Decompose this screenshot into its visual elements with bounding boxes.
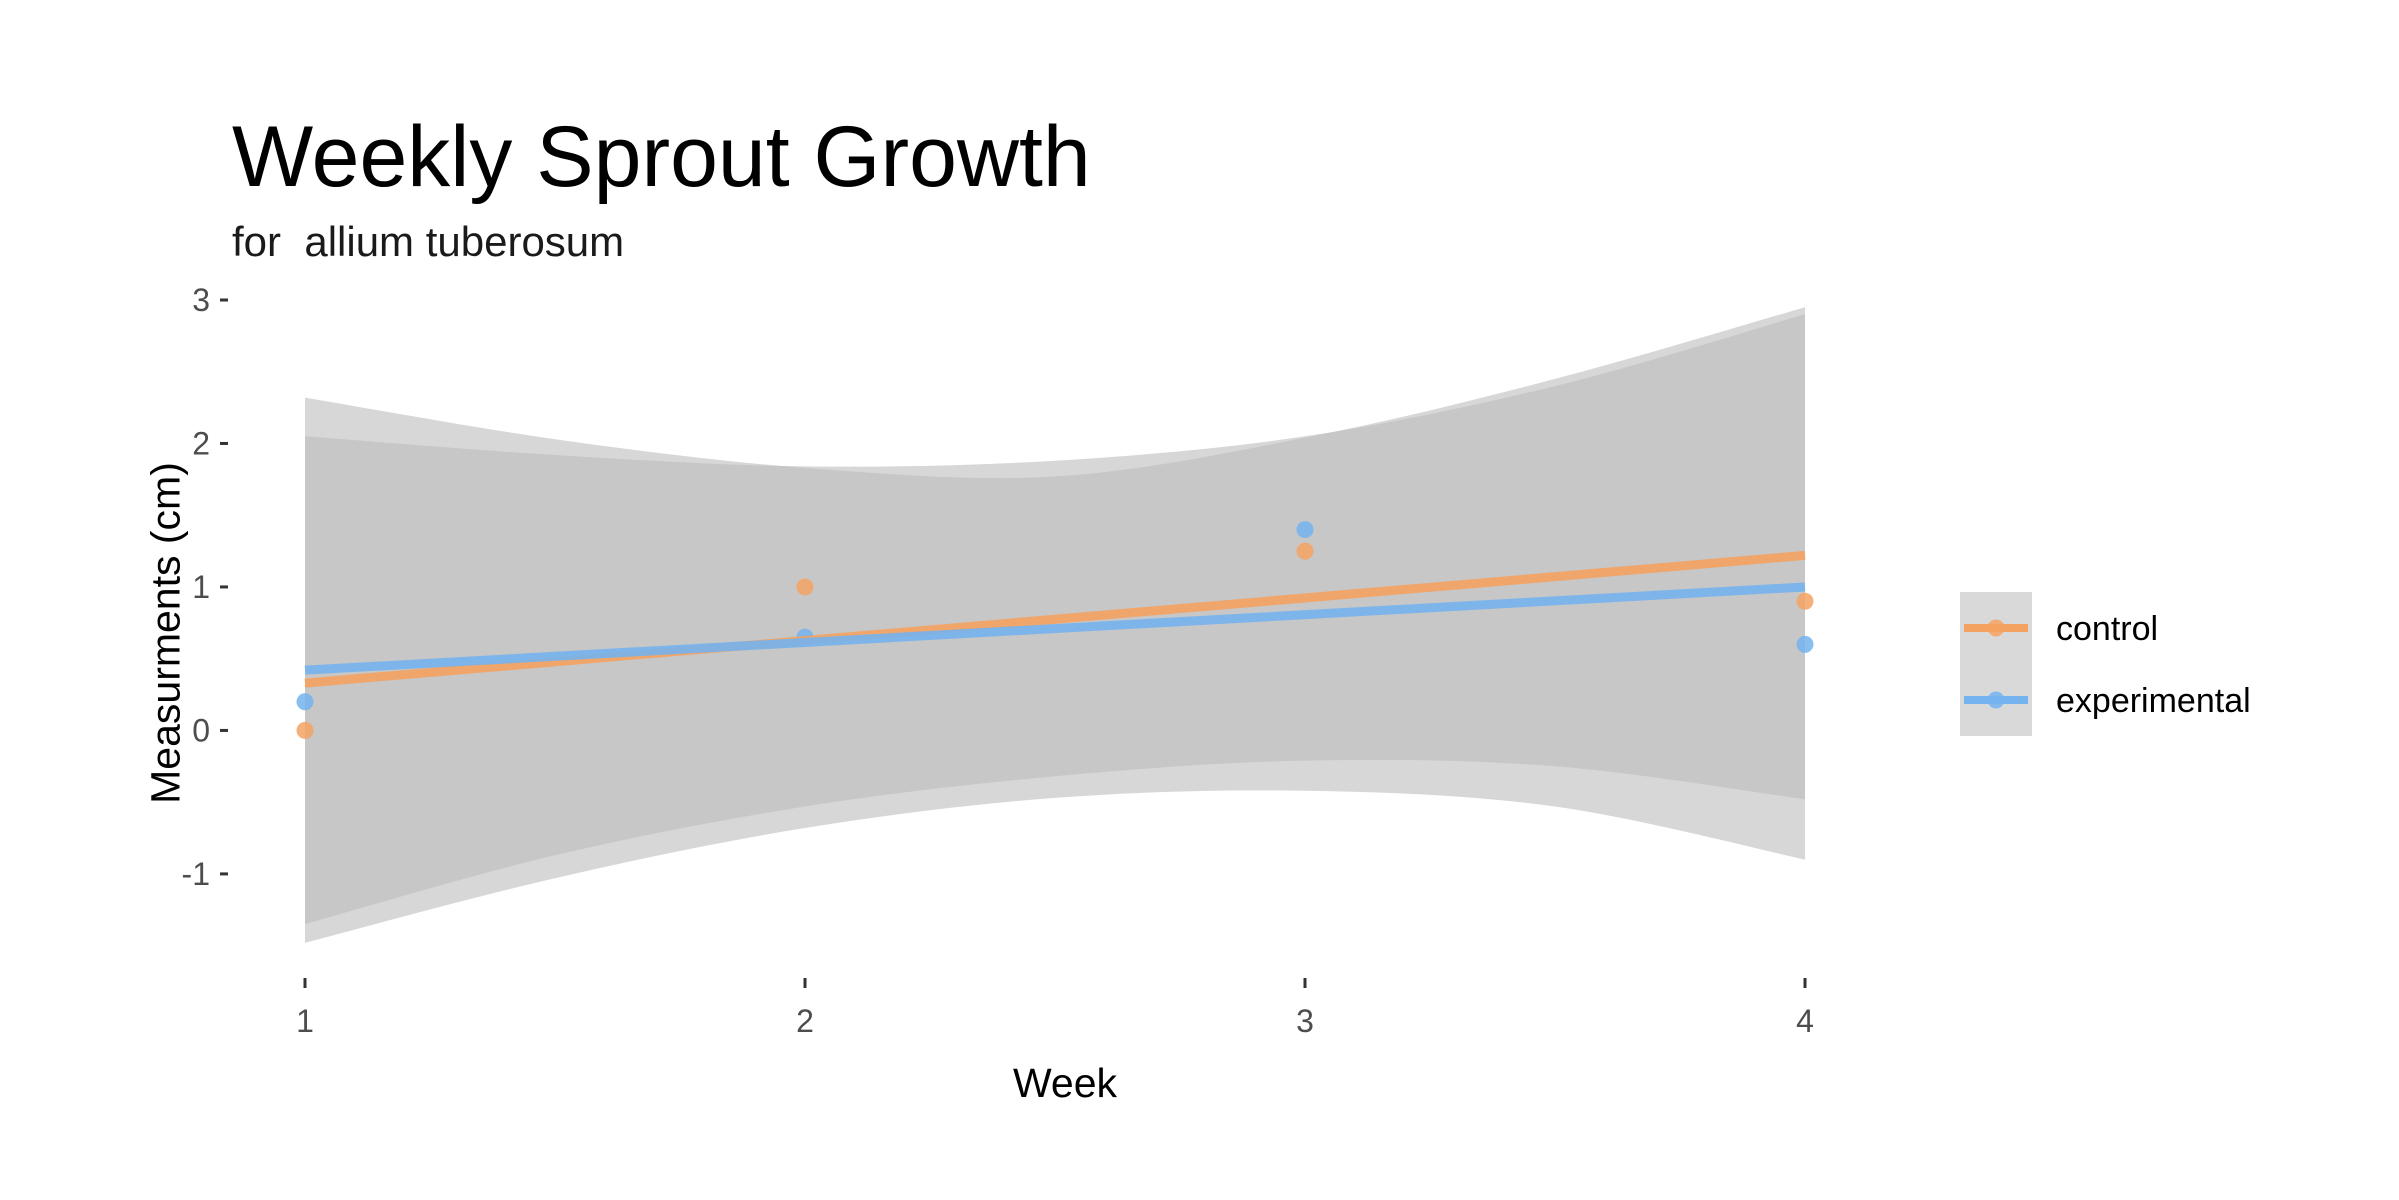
x-tick-label-2: 2	[796, 1003, 814, 1039]
x-tick-label-4: 4	[1796, 1003, 1814, 1039]
chart-subtitle: for allium tuberosum	[232, 218, 625, 265]
x-tick-label-3: 3	[1296, 1003, 1314, 1039]
y-tick-label-3: 3	[192, 282, 210, 318]
data-point-control-4	[1796, 592, 1814, 610]
y-tick-label--1: -1	[182, 856, 210, 892]
legend-label-control: control	[2056, 610, 2158, 648]
y-tick-label-2: 2	[192, 425, 210, 461]
legend-label-experimental: experimental	[2056, 682, 2251, 720]
data-point-experimental-4	[1796, 635, 1814, 653]
trend-line-experimental	[304, 582, 1806, 675]
legend-point-experimental	[1987, 691, 2005, 709]
chart-title: Weekly Sprout Growth	[232, 109, 1091, 205]
data-point-experimental-3	[1296, 521, 1314, 539]
y-tick-label-0: 0	[192, 712, 210, 748]
x-tick-label-1: 1	[296, 1003, 314, 1039]
data-point-control-3	[1296, 542, 1314, 560]
x-axis-label: Week	[1012, 1060, 1118, 1106]
legend-point-control	[1987, 619, 2005, 637]
data-point-control-1	[296, 721, 314, 739]
data-point-control-2	[796, 578, 814, 596]
data-point-experimental-1	[296, 693, 314, 711]
trend-line-control	[304, 550, 1806, 688]
legend-key-background	[1960, 592, 2032, 736]
y-tick-label-1: 1	[192, 569, 210, 605]
